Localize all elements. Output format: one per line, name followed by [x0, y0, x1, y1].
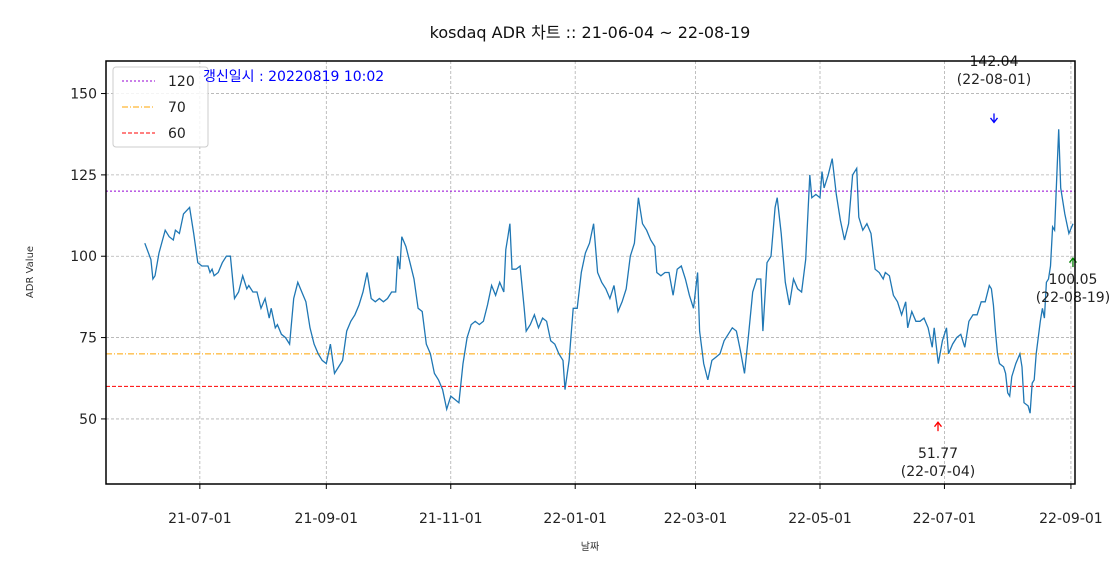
annotation-value-max: 142.04: [970, 54, 1019, 70]
x-tick-label: 22-07-01: [913, 511, 977, 527]
y-tick-label: 50: [79, 412, 97, 428]
legend-label-60: 60: [168, 126, 186, 142]
annotation-value-min: 51.77: [918, 446, 958, 462]
legend: 120 70 60: [112, 66, 209, 148]
update-timestamp: 갱신일시 : 20220819 10:02: [203, 69, 384, 85]
annotation-date-last: (22-08-19): [1036, 290, 1110, 306]
reference-lines: [106, 190, 1075, 387]
y-tick-label: 150: [70, 87, 97, 103]
legend-label-70: 70: [168, 100, 186, 116]
legend-box: [112, 66, 209, 148]
x-tick-label: 21-11-01: [419, 511, 483, 527]
y-axis-label: ADR Value: [25, 246, 36, 298]
annotation-arrowhead: [933, 421, 943, 428]
y-tick-label: 75: [79, 331, 97, 347]
annotation-date-min: (22-07-04): [901, 464, 975, 480]
grid: [106, 61, 1075, 484]
x-tick-label: 22-09-01: [1039, 511, 1103, 527]
x-tick-label: 22-03-01: [664, 511, 728, 527]
y-tick-label: 125: [70, 168, 97, 184]
axis-ticks: 50 75 100 125 150 21-07-01 21-09-01 21-11-01 22-…: [70, 87, 1102, 527]
chart-title: kosdaq ADR 차트 :: 21-06-04 ~ 22-08-19: [430, 23, 751, 42]
x-tick-label: 21-07-01: [168, 511, 232, 527]
x-tick-label: 21-09-01: [295, 511, 359, 527]
annotations: 142.04 (22-08-01) 51.77 (22-07-04) 100.05 (22…: [901, 54, 1110, 480]
adr-series-line: [144, 129, 1074, 414]
y-tick-label: 100: [70, 249, 97, 265]
annotation-date-max: (22-08-01): [957, 72, 1031, 88]
x-tick-label: 22-01-01: [543, 511, 607, 527]
x-tick-label: 22-05-01: [788, 511, 852, 527]
plot-frame: [105, 60, 1076, 485]
annotation-value-last: 100.05: [1048, 272, 1097, 288]
legend-label-120: 120: [168, 74, 195, 90]
x-axis-label: 날짜: [581, 541, 599, 553]
annotation-arrowhead: [989, 117, 999, 124]
